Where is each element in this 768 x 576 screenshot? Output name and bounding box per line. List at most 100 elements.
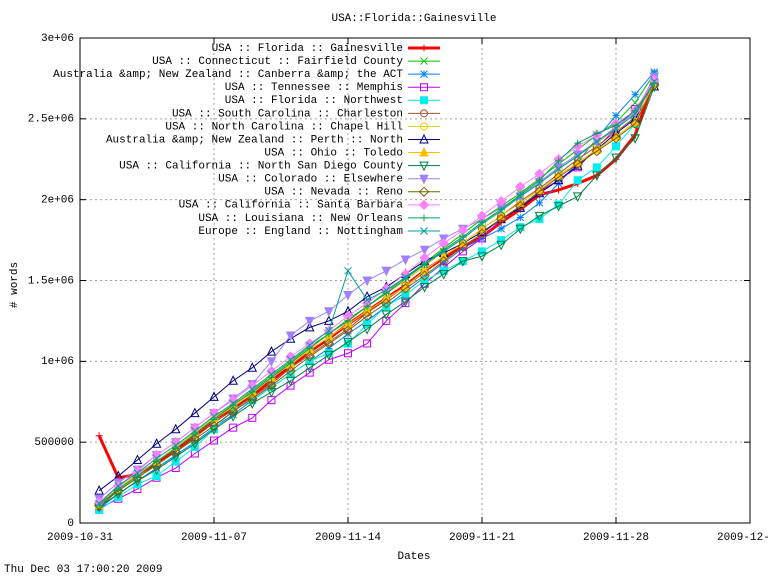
data-point	[229, 423, 238, 432]
data-point	[361, 310, 373, 322]
legend-marker	[420, 96, 428, 105]
data-point	[286, 355, 295, 364]
data-point	[495, 213, 507, 225]
y-tick-label: 1e+06	[41, 356, 74, 368]
data-point	[191, 438, 199, 447]
legend-label: USA :: Ohio :: Toledo	[264, 147, 403, 159]
data-point	[631, 110, 639, 118]
series-line	[98, 81, 655, 504]
data-point	[535, 176, 543, 184]
x-tick-label: 2009-10-31	[47, 532, 113, 544]
data-point	[650, 68, 659, 76]
data-point	[209, 391, 219, 401]
data-point	[381, 310, 392, 321]
data-point	[612, 121, 620, 129]
data-point	[534, 186, 545, 197]
legend-label: Australia &amp; New Zealand :: Perth :: …	[106, 134, 403, 146]
data-point	[344, 329, 352, 338]
data-point	[266, 357, 277, 367]
data-point	[458, 247, 467, 256]
data-point	[631, 90, 639, 99]
data-point	[95, 432, 103, 440]
data-point	[267, 396, 276, 405]
data-point	[612, 124, 620, 133]
data-point	[247, 393, 258, 404]
data-point	[362, 276, 372, 287]
data-point	[229, 410, 237, 419]
legend-marker	[420, 109, 429, 118]
data-point	[650, 77, 659, 86]
data-point	[382, 302, 391, 311]
legend-label: Australia &amp; New Zealand :: Canberra …	[53, 69, 403, 81]
data-point	[458, 257, 468, 267]
data-point	[229, 399, 237, 408]
data-point	[459, 234, 467, 243]
data-point	[287, 359, 295, 367]
data-point	[266, 388, 277, 398]
y-tick-label: 500000	[34, 437, 74, 449]
data-point	[267, 370, 276, 379]
data-point	[363, 302, 371, 310]
data-point	[629, 118, 641, 129]
data-point	[497, 207, 505, 215]
x-tick-label: 2009-11-21	[449, 532, 515, 544]
data-point	[592, 163, 601, 172]
legend-marker	[420, 83, 428, 92]
data-point	[153, 458, 161, 466]
data-point	[285, 331, 296, 342]
data-point	[171, 441, 180, 450]
data-point	[228, 412, 238, 422]
data-point	[152, 454, 161, 463]
data-point	[132, 454, 143, 464]
legend-marker	[419, 133, 429, 144]
data-point	[515, 200, 526, 212]
legend-marker	[420, 70, 428, 78]
data-point	[516, 213, 525, 222]
data-point	[344, 317, 352, 325]
data-point	[516, 192, 525, 201]
data-point	[306, 344, 314, 352]
data-point	[342, 325, 354, 336]
data-point	[553, 171, 564, 183]
data-point	[495, 196, 507, 207]
data-point	[555, 157, 563, 165]
data-point	[227, 406, 239, 417]
data-point	[189, 433, 201, 445]
data-point	[210, 436, 218, 445]
data-point	[419, 282, 430, 293]
chart-title: USA::Florida::Gainesville	[331, 13, 496, 25]
data-point	[496, 240, 506, 251]
data-point	[323, 338, 335, 349]
data-point	[208, 420, 220, 432]
data-point	[266, 346, 277, 356]
data-point	[535, 199, 544, 207]
data-point	[325, 330, 333, 338]
legend-label: USA :: California :: North San Diego Cou…	[119, 161, 403, 173]
data-point	[535, 215, 544, 224]
x-tick-label: 2009-11-14	[315, 532, 381, 544]
data-point	[247, 399, 258, 409]
x-tick-label: 2009-12-05	[717, 532, 768, 544]
y-tick-label: 2.5e+06	[28, 114, 74, 126]
data-point	[573, 152, 582, 160]
data-point	[515, 181, 526, 192]
legend-marker	[419, 161, 429, 172]
legend-marker	[419, 174, 429, 185]
data-point	[304, 363, 315, 374]
legend-marker	[418, 186, 430, 197]
data-point	[611, 153, 621, 164]
data-point	[172, 445, 180, 453]
legend-label: USA :: North Carolina :: Chapel Hill	[165, 121, 403, 133]
data-point	[344, 349, 352, 358]
data-point	[610, 133, 622, 144]
data-point	[478, 234, 486, 243]
data-point	[381, 266, 392, 277]
legend-label: USA :: Colorado :: Elsewhere	[218, 174, 403, 186]
y-tick-label: 1.5e+06	[28, 275, 74, 287]
legend-marker	[420, 122, 429, 131]
y-tick-label: 2e+06	[41, 195, 74, 207]
data-point	[420, 261, 429, 270]
legend-marker	[420, 57, 428, 65]
legend-label: USA :: Nevada :: Reno	[264, 187, 403, 199]
data-point	[419, 245, 430, 256]
